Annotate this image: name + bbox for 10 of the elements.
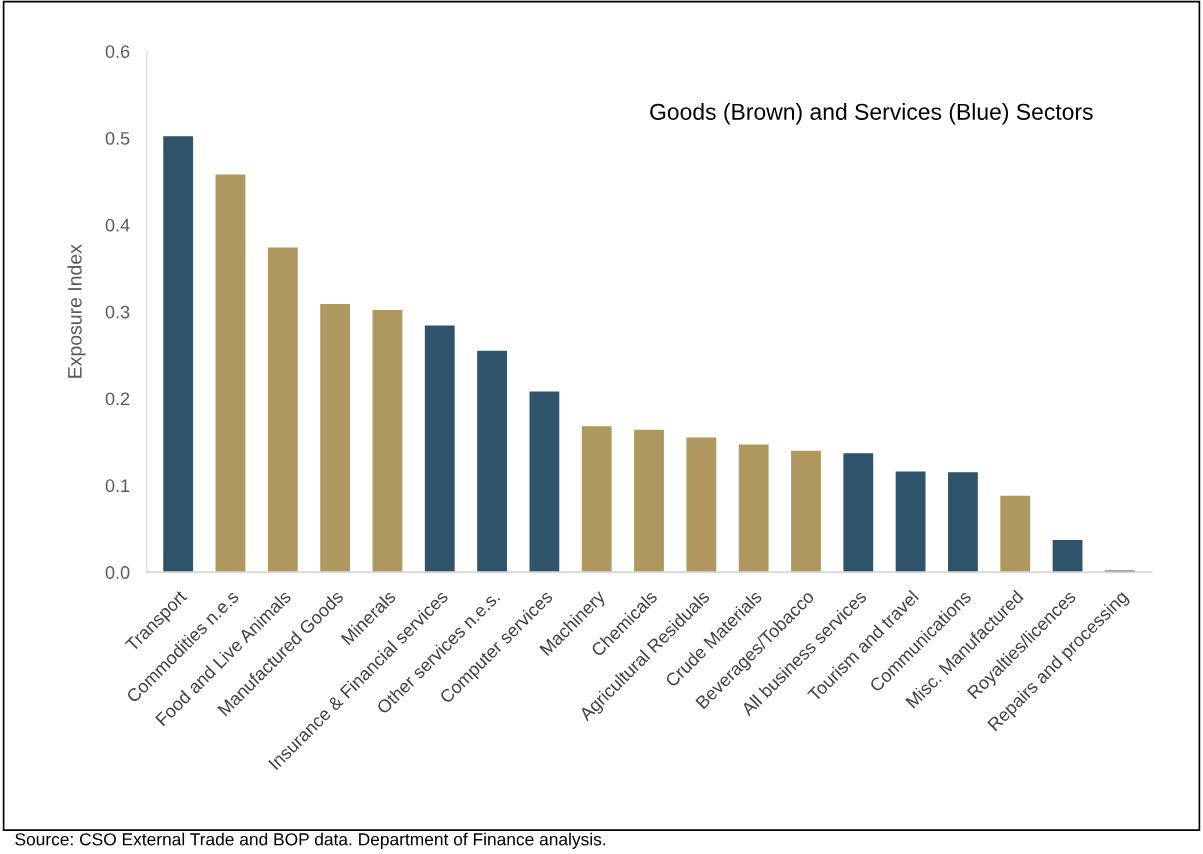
y-tick-label: 0.2 — [105, 392, 130, 406]
y-axis-title: Exposure Index — [67, 244, 86, 378]
source-note: Source: CSO External Trade and BOP data. Department of Finance analysis. — [15, 832, 606, 849]
y-tick-label: 0.1 — [105, 479, 130, 493]
y-tick-label: 0.4 — [105, 218, 130, 232]
annotation: Goods (Brown) and Services (Blue) Sectors — [650, 103, 1093, 125]
y-tick-label: 0.0 — [105, 566, 130, 579]
y-tick-label: 0.6 — [105, 45, 130, 58]
y-tick-label: 0.3 — [105, 305, 130, 319]
y-tick-label: 0.5 — [105, 132, 130, 145]
